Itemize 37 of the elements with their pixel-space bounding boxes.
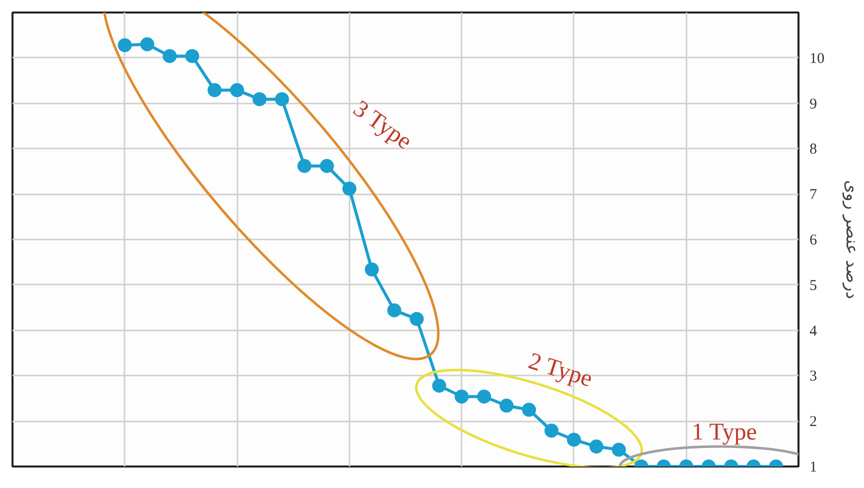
point xyxy=(162,49,177,64)
y-tick-label: 10 xyxy=(810,50,824,67)
annotation: 3 Type xyxy=(348,96,416,155)
y-axis-title: درصد عنصر روی xyxy=(842,180,862,300)
point xyxy=(320,158,334,173)
point xyxy=(612,442,626,457)
point xyxy=(342,182,356,196)
point xyxy=(566,432,581,447)
annotation: 1 Type xyxy=(692,420,757,446)
y-tick-label: 4 xyxy=(810,323,818,340)
point xyxy=(589,440,604,454)
point xyxy=(410,312,424,326)
point xyxy=(140,37,154,52)
y-tick-label: 1 xyxy=(810,460,817,476)
point xyxy=(185,49,200,64)
point xyxy=(252,92,267,106)
y-tick-label: 2 xyxy=(810,414,817,430)
y-tick-label: 8 xyxy=(810,142,817,158)
point xyxy=(544,424,558,438)
y-tick-label: 9 xyxy=(810,96,817,112)
point xyxy=(208,83,222,98)
point xyxy=(454,390,469,404)
point xyxy=(364,262,379,276)
point xyxy=(274,92,289,106)
point xyxy=(500,398,514,413)
point xyxy=(477,390,492,404)
point xyxy=(432,378,446,393)
y-tick-label: 5 xyxy=(810,278,817,294)
point xyxy=(522,402,536,417)
y-tick-label: 7 xyxy=(810,187,818,204)
point xyxy=(118,38,132,52)
point xyxy=(387,303,402,318)
point xyxy=(230,83,244,98)
point xyxy=(297,158,312,173)
annotation: 2 Type xyxy=(525,348,596,392)
y-tick-label: 6 xyxy=(810,232,818,248)
y-tick-label: 3 xyxy=(810,368,817,385)
